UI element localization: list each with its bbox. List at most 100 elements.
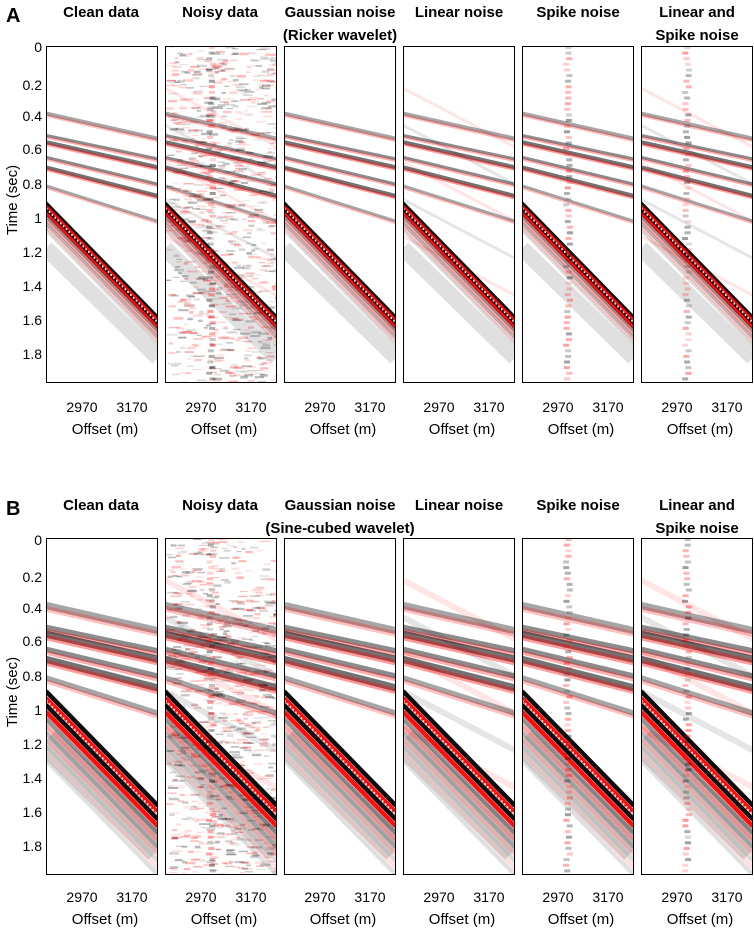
noise-fleck bbox=[237, 336, 249, 340]
texture-dot bbox=[663, 723, 665, 725]
reflection-event bbox=[46, 136, 158, 163]
noise-fleck bbox=[246, 864, 252, 867]
texture-dot bbox=[326, 251, 328, 253]
noise-fleck bbox=[188, 52, 193, 56]
spike-trace bbox=[682, 863, 689, 867]
noise-fleck bbox=[171, 365, 179, 367]
seismic-section bbox=[403, 538, 515, 875]
spike-trace bbox=[208, 655, 215, 659]
y-tick-label: 0.4 bbox=[23, 108, 43, 124]
noise-fleck bbox=[236, 656, 241, 658]
noise-fleck bbox=[231, 562, 237, 565]
y-tick-label: 0 bbox=[34, 39, 42, 55]
noise-fleck bbox=[198, 50, 205, 52]
texture-dot bbox=[713, 282, 716, 285]
spike-trace bbox=[208, 79, 215, 83]
noise-fleck bbox=[269, 616, 277, 618]
reflection-event bbox=[403, 646, 515, 679]
texture-dot bbox=[379, 305, 381, 308]
noise-fleck bbox=[244, 725, 254, 728]
texture-dot bbox=[536, 714, 538, 717]
noise-fleck bbox=[210, 303, 219, 306]
wavelet-stripe bbox=[165, 737, 277, 856]
texture-dot bbox=[741, 803, 744, 806]
noise-fleck bbox=[183, 189, 188, 192]
noise-fleck bbox=[267, 249, 274, 252]
texture-dot bbox=[337, 754, 339, 757]
linear-noise-event bbox=[641, 198, 753, 260]
noise-fleck bbox=[232, 317, 239, 319]
noise-fleck bbox=[230, 149, 240, 152]
x-tick-label: 3170 bbox=[235, 889, 266, 905]
texture-dot bbox=[167, 702, 170, 705]
noise-fleck bbox=[235, 118, 242, 121]
noise-fleck bbox=[232, 179, 238, 182]
noise-fleck bbox=[218, 626, 227, 628]
noise-fleck bbox=[177, 337, 186, 339]
noise-fleck bbox=[205, 599, 215, 602]
x-tick-label: 2970 bbox=[423, 889, 454, 905]
x-axis-labels: Offset (m) Offset (m) Offset (m) Offset … bbox=[72, 421, 733, 438]
reflection-event bbox=[46, 675, 158, 716]
noise-fleck bbox=[213, 823, 224, 827]
noise-fleck bbox=[260, 269, 268, 271]
noise-fleck bbox=[240, 99, 251, 101]
texture-dot bbox=[320, 245, 322, 248]
spike-trace bbox=[685, 706, 692, 710]
noise-fleck bbox=[250, 695, 260, 697]
noise-fleck bbox=[263, 160, 272, 162]
noise-fleck bbox=[246, 852, 258, 855]
noise-fleck bbox=[231, 53, 239, 55]
noise-fleck bbox=[270, 183, 277, 187]
texture-dot bbox=[730, 299, 733, 302]
noise-fleck bbox=[228, 695, 235, 698]
noise-fleck bbox=[238, 764, 246, 767]
noise-fleck bbox=[252, 248, 259, 250]
noise-fleck bbox=[226, 253, 233, 256]
noise-fleck bbox=[184, 830, 192, 833]
spike-trace bbox=[209, 90, 215, 94]
noise-fleck bbox=[269, 224, 277, 226]
noise-fleck bbox=[169, 326, 180, 329]
texture-dot bbox=[90, 745, 93, 748]
noise-fleck bbox=[178, 86, 187, 89]
noise-fleck bbox=[231, 261, 238, 264]
noise-fleck bbox=[215, 690, 224, 693]
noise-fleck bbox=[208, 553, 218, 555]
texture-dot bbox=[107, 271, 110, 274]
noise-fleck bbox=[197, 277, 206, 280]
noise-fleck bbox=[205, 202, 214, 204]
wavelet-stripe bbox=[641, 215, 753, 333]
texture-dot bbox=[365, 291, 367, 294]
noise-fleck bbox=[269, 306, 275, 309]
noise-fleck bbox=[181, 818, 188, 820]
texture-dot bbox=[249, 294, 251, 296]
spike-trace bbox=[208, 293, 215, 297]
noise-fleck bbox=[254, 839, 263, 841]
reflection-events bbox=[165, 601, 277, 719]
noise-fleck bbox=[198, 777, 205, 781]
noise-fleck bbox=[203, 261, 209, 264]
spike-trace bbox=[208, 74, 215, 78]
noise-fleck bbox=[273, 147, 277, 150]
texture-dot bbox=[187, 723, 189, 725]
wavelet-stripe bbox=[165, 225, 277, 343]
reflection-event bbox=[284, 679, 396, 719]
noise-fleck bbox=[174, 860, 185, 862]
spike-trace bbox=[684, 700, 691, 704]
noise-fleck bbox=[271, 697, 277, 700]
reflection-event bbox=[165, 155, 277, 186]
event-tail bbox=[522, 730, 634, 860]
texture-dot bbox=[232, 768, 234, 771]
noise-fleck bbox=[215, 62, 225, 65]
noise-fleck bbox=[188, 129, 195, 133]
noise-fleck bbox=[232, 129, 239, 132]
noise-fleck bbox=[213, 373, 222, 376]
texture-dot bbox=[173, 216, 175, 219]
noise-fleck bbox=[251, 102, 256, 105]
noise-fleck bbox=[217, 190, 226, 193]
reflection-event bbox=[165, 659, 277, 695]
noise-fleck bbox=[219, 62, 225, 65]
noise-fleck bbox=[240, 129, 249, 133]
noise-fleck bbox=[170, 668, 178, 671]
